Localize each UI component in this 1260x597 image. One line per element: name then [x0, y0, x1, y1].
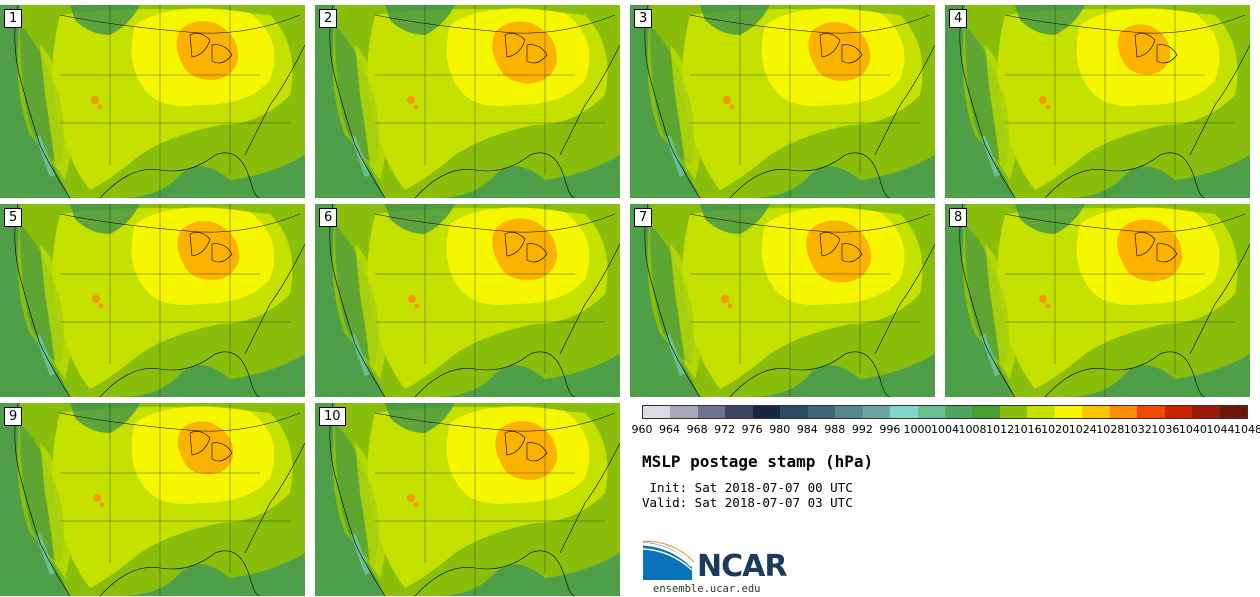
colorbar-swatch	[780, 406, 808, 418]
ensemble-member-map: 8	[945, 204, 1250, 397]
ensemble-member-map: 10	[315, 403, 620, 596]
colorbar-swatch	[999, 406, 1028, 418]
colorbar-swatch	[944, 406, 973, 418]
member-number-label: 4	[949, 9, 968, 28]
colorbar-swatch	[1082, 406, 1110, 418]
colorbar-swatch	[643, 406, 671, 418]
member-number-label: 6	[319, 208, 338, 227]
colorbar	[642, 405, 1248, 419]
colorbar-swatch	[835, 406, 863, 418]
colorbar-tick-label: 1036	[1151, 423, 1180, 436]
colorbar-tick-label: 992	[851, 423, 873, 436]
colorbar-swatch	[725, 406, 753, 418]
member-number-label: 9	[4, 407, 23, 426]
colorbar-swatch	[1109, 406, 1138, 418]
colorbar-swatch	[1192, 406, 1220, 418]
colorbar-tick-label: 1044	[1206, 423, 1235, 436]
colorbar-swatch	[752, 406, 781, 418]
ensemble-member-map: 2	[315, 5, 620, 198]
ncar-logo-text: NCAR	[697, 549, 787, 584]
colorbar-tick-label: 1008	[958, 423, 987, 436]
colorbar-swatch	[697, 406, 726, 418]
colorbar-tick-label: 1040	[1178, 423, 1207, 436]
ensemble-member-map: 7	[630, 204, 935, 397]
colorbar-swatch	[1054, 406, 1083, 418]
website-url: ensemble.ucar.edu	[653, 583, 761, 595]
colorbar-tick-label: 968	[686, 423, 708, 436]
colorbar-ticks: 960 964 968 972 976 980 984 988 992 996 1000 1004 10…	[632, 423, 1260, 439]
ensemble-member-map: 3	[630, 5, 935, 198]
colorbar-tick-label: 988	[824, 423, 846, 436]
init-time: Init: Sat 2018-07-07 00 UTC	[642, 480, 853, 495]
colorbar-tick-label: 980	[769, 423, 791, 436]
colorbar-tick-label: 1020	[1041, 423, 1070, 436]
colorbar-tick-label: 1012	[986, 423, 1015, 436]
colorbar-swatch	[917, 406, 945, 418]
colorbar-swatch	[1219, 406, 1247, 418]
colorbar-tick-label: 1032	[1123, 423, 1152, 436]
colorbar-tick-label: 1016	[1013, 423, 1042, 436]
colorbar-tick-label: 1000	[903, 423, 932, 436]
member-number-label: 8	[949, 208, 968, 227]
colorbar-tick-label: 964	[659, 423, 681, 436]
colorbar-tick-label: 984	[796, 423, 818, 436]
ensemble-member-map: 4	[945, 5, 1250, 198]
colorbar-tick-label: 976	[741, 423, 763, 436]
colorbar-swatch	[890, 406, 918, 418]
colorbar-swatch	[1027, 406, 1055, 418]
colorbar-tick-label: 1004	[931, 423, 959, 436]
ncar-logo-icon	[642, 540, 695, 580]
ensemble-member-map: 9	[0, 403, 305, 596]
colorbar-tick-label: 996	[879, 423, 901, 436]
colorbar-tick-label: 972	[714, 423, 736, 436]
colorbar-swatch	[862, 406, 891, 418]
member-number-label: 5	[4, 208, 23, 227]
colorbar-tick-label: 1048	[1234, 423, 1260, 436]
valid-time: Valid: Sat 2018-07-07 03 UTC	[642, 495, 853, 510]
ensemble-member-map: 5	[0, 204, 305, 397]
colorbar-tick-label: 1028	[1096, 423, 1125, 436]
member-number-label: 7	[634, 208, 653, 227]
colorbar-tick-label: 960	[631, 423, 653, 436]
member-number-label: 1	[4, 9, 23, 28]
colorbar-swatch	[972, 406, 1000, 418]
colorbar-tick-label: 1024	[1068, 423, 1097, 436]
figure-title: MSLP postage stamp (hPa)	[642, 452, 874, 471]
colorbar-swatch	[807, 406, 836, 418]
colorbar-swatch	[1137, 406, 1165, 418]
member-number-label: 2	[319, 9, 338, 28]
colorbar-swatch	[670, 406, 698, 418]
ensemble-member-map: 1	[0, 5, 305, 198]
member-number-label: 10	[319, 407, 346, 426]
colorbar-swatch	[1164, 406, 1193, 418]
member-number-label: 3	[634, 9, 653, 28]
ensemble-member-map: 6	[315, 204, 620, 397]
